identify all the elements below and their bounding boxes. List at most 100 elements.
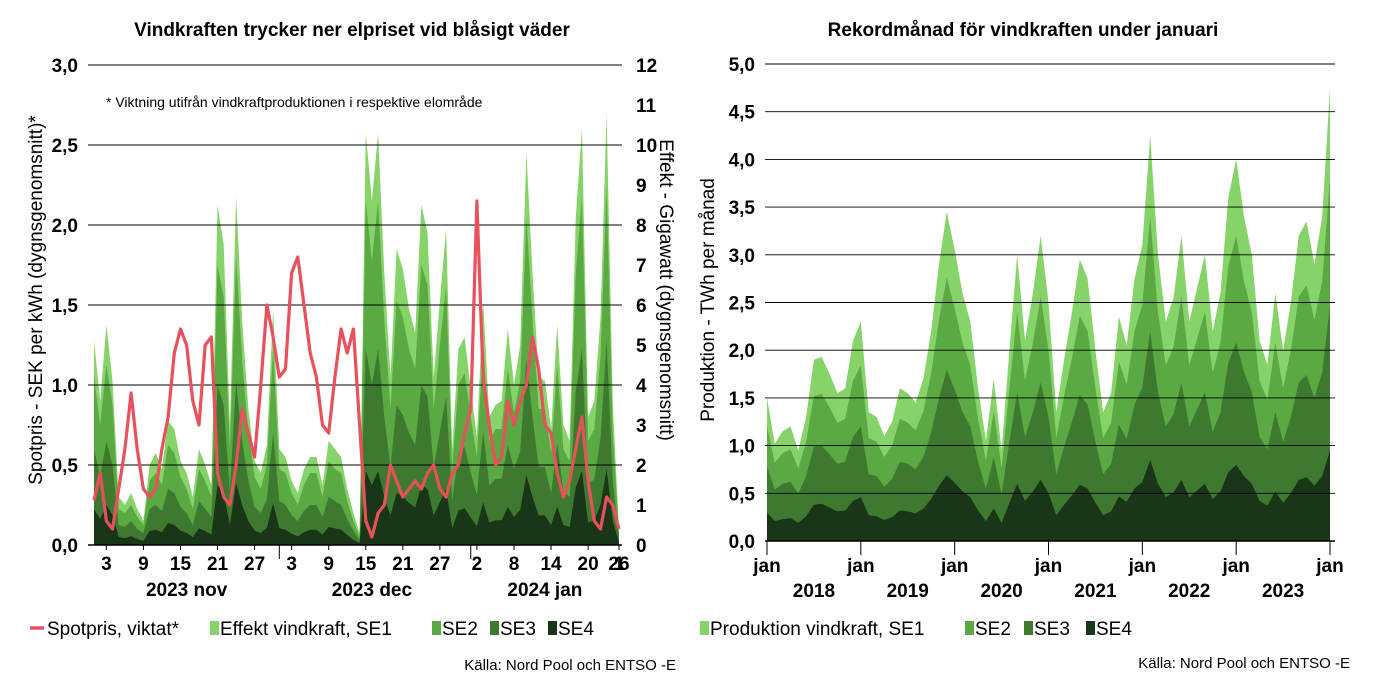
- legend-swatch-se3: [1024, 621, 1033, 635]
- x-tick-label: jan: [1128, 556, 1156, 577]
- y-tick-label: 2,0: [729, 341, 755, 362]
- y-tick-label: 0,5: [52, 456, 79, 477]
- legend-label: Produktion vindkraft, SE1: [710, 619, 924, 640]
- production-area-se3: [767, 305, 1330, 541]
- y-tick-label: 2,5: [729, 294, 756, 315]
- right-legend: Produktion vindkraft, SE1 SE2 SE3 SE4: [700, 619, 1132, 640]
- x-tick-label: 3: [286, 554, 297, 575]
- right-chart-year-labels: 2018 2019 2020 2021 2022 2023: [793, 581, 1304, 602]
- x-tick-label: 2: [472, 554, 483, 575]
- y-tick-label: 4,5: [729, 103, 756, 124]
- effect-area-se4: [94, 469, 619, 545]
- right-source: Källa: Nord Pool och ENTSO -E: [1138, 655, 1350, 672]
- left-legend: Spotpris, viktat* Effekt vindkraft, SE1 SE…: [30, 619, 594, 640]
- legend-label: SE4: [558, 619, 594, 640]
- y-tick-label-right: 12: [636, 56, 657, 77]
- legend-swatch-se4: [548, 621, 557, 635]
- y-tick-label: 0,0: [729, 532, 755, 553]
- y-tick-label-right: 2: [636, 456, 647, 477]
- right-chart-title: Rekordmånad för vindkraften under januar…: [828, 20, 1219, 41]
- x-tick-label: 26: [608, 554, 629, 575]
- y-tick-label-right: 8: [636, 216, 647, 237]
- y-tick-label-right: 6: [636, 296, 647, 317]
- year-label: 2020: [980, 581, 1022, 602]
- year-label: 2019: [887, 581, 929, 602]
- year-label: 2022: [1168, 581, 1210, 602]
- legend-label: SE3: [1034, 619, 1070, 640]
- left-areas: [94, 113, 619, 545]
- x-tick-label: 9: [138, 554, 149, 575]
- y-tick-label-right: 10: [636, 136, 657, 157]
- x-tick-label: jan: [752, 556, 780, 577]
- y-tick-label-right: 4: [636, 376, 647, 397]
- month-label: 2024 jan: [507, 580, 582, 601]
- y-tick-label: 0,5: [729, 484, 756, 505]
- left-source: Källa: Nord Pool och ENTSO -E: [464, 657, 676, 674]
- x-tick-label: 27: [244, 554, 265, 575]
- y-tick-label-right: 3: [636, 416, 647, 437]
- month-label: 2023 dec: [332, 580, 413, 601]
- y-tick-label-right: 1: [636, 496, 647, 517]
- month-label: 2023 nov: [146, 580, 228, 601]
- legend-label: Effekt vindkraft, SE1: [220, 619, 392, 640]
- effect-area-se3: [94, 341, 619, 545]
- y-tick-label-right: 7: [636, 256, 647, 277]
- right-y-label: Effekt - Gigawatt (dygnsgenomsnitt): [655, 139, 676, 441]
- x-tick-label: 14: [540, 554, 562, 575]
- right-chart-y-ticks: 0,0 0,5 1,0 1,5 2,0 2,5 3,0 3,5 4,0 4,5 5,0: [729, 55, 756, 553]
- right-chart: Rekordmånad för vindkraften under januar…: [698, 20, 1350, 672]
- left-month-labels: 2023 nov 2023 dec 2024 jan: [146, 580, 582, 601]
- right-chart-x-ticks: jan jan jan jan jan jan jan: [752, 541, 1344, 577]
- y-tick-label-right: 0: [636, 536, 647, 557]
- right-gridlines: [765, 63, 1335, 494]
- legend-swatch-se4: [1086, 621, 1095, 635]
- x-tick-label: 9: [323, 554, 334, 575]
- x-tick-label: 3: [101, 554, 112, 575]
- x-tick-label: 21: [392, 554, 414, 575]
- y-tick-label-right: 9: [636, 176, 647, 197]
- legend-swatch-se3: [490, 621, 499, 635]
- y-tick-label: 4,0: [729, 150, 755, 171]
- y-tick-label: 2,0: [52, 216, 78, 237]
- y-tick-label-right: 5: [636, 336, 647, 357]
- x-tick-label: jan: [846, 556, 874, 577]
- left-chart: Vindkraften trycker ner elpriset vid blå…: [26, 20, 676, 674]
- legend-swatch-se2: [965, 621, 974, 635]
- y-tick-label: 1,5: [729, 389, 756, 410]
- left-x-ticks: 3 9 15 21 27 3 9 15 21 27 2 8 14 20 261: [101, 545, 630, 575]
- year-label: 2021: [1074, 581, 1117, 602]
- x-tick-label: 27: [429, 554, 450, 575]
- x-tick-label: 8: [509, 554, 520, 575]
- left-spot-line: [92, 199, 621, 539]
- legend-label: Spotpris, viktat*: [47, 619, 180, 640]
- x-tick-label: jan: [940, 556, 968, 577]
- y-tick-label: 5,0: [729, 55, 755, 76]
- right-chart-y-label: Produktion - TWh per månad: [698, 178, 719, 422]
- y-tick-label: 1,0: [52, 376, 78, 397]
- x-tick-label: 21: [207, 554, 229, 575]
- legend-label: SE4: [1096, 619, 1132, 640]
- y-tick-label: 2,5: [52, 136, 79, 157]
- legend-swatch-se2: [432, 621, 441, 635]
- x-tick-label: 20: [578, 554, 599, 575]
- y-tick-label: 3,0: [729, 246, 755, 267]
- legend-label: SE2: [442, 619, 478, 640]
- legend-label: SE3: [500, 619, 536, 640]
- x-tick-label: 1: [614, 554, 625, 575]
- legend-swatch-se1: [210, 621, 219, 635]
- left-chart-title: Vindkraften trycker ner elpriset vid blå…: [134, 20, 570, 41]
- y-tick-label: 3,0: [52, 56, 78, 77]
- x-tick-label: jan: [1315, 556, 1343, 577]
- left-gridlines: [88, 64, 622, 466]
- y-tick-label: 0,0: [52, 536, 78, 557]
- right-areas: [767, 87, 1330, 542]
- spot-price-line: [92, 199, 621, 539]
- legend-swatch-se1: [700, 621, 709, 635]
- x-tick-label: jan: [1034, 556, 1062, 577]
- legend-label: SE2: [975, 619, 1011, 640]
- left-y-ticks: 0,0 0,5 1,0 1,5 2,0 2,5 3,0: [52, 56, 79, 557]
- x-tick-label: 15: [170, 554, 192, 575]
- y-tick-label: 3,5: [729, 198, 756, 219]
